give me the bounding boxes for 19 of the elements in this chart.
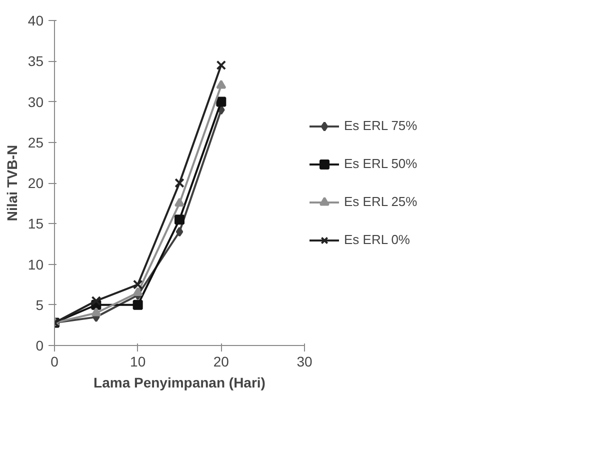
- x-tick-label: 20: [213, 354, 230, 370]
- legend-label: Es ERL 0%: [344, 232, 410, 247]
- x-tick-label: 30: [296, 354, 312, 370]
- x-axis-title: Lama Penyimpanan (Hari): [94, 374, 266, 390]
- y-tick-label: 5: [36, 296, 44, 313]
- legend-label: Es ERL 25%: [344, 194, 418, 209]
- legend-label: Es ERL 75%: [344, 118, 418, 133]
- y-tick-label: 20: [28, 175, 44, 191]
- y-tick-label: 15: [28, 216, 44, 232]
- y-tick-label: 40: [28, 12, 44, 28]
- x-tick-label: 0: [50, 354, 59, 370]
- x-tick-label: 10: [130, 354, 146, 370]
- y-axis-title: Nilai TVB-N: [4, 144, 20, 222]
- legend-label: Es ERL 50%: [344, 156, 418, 171]
- y-tick-label: 0: [36, 338, 44, 354]
- y-tick-label: 30: [28, 94, 44, 110]
- y-tick-label: 35: [28, 53, 44, 70]
- y-tick-label: 25: [28, 134, 44, 150]
- y-tick-label: 10: [28, 256, 44, 272]
